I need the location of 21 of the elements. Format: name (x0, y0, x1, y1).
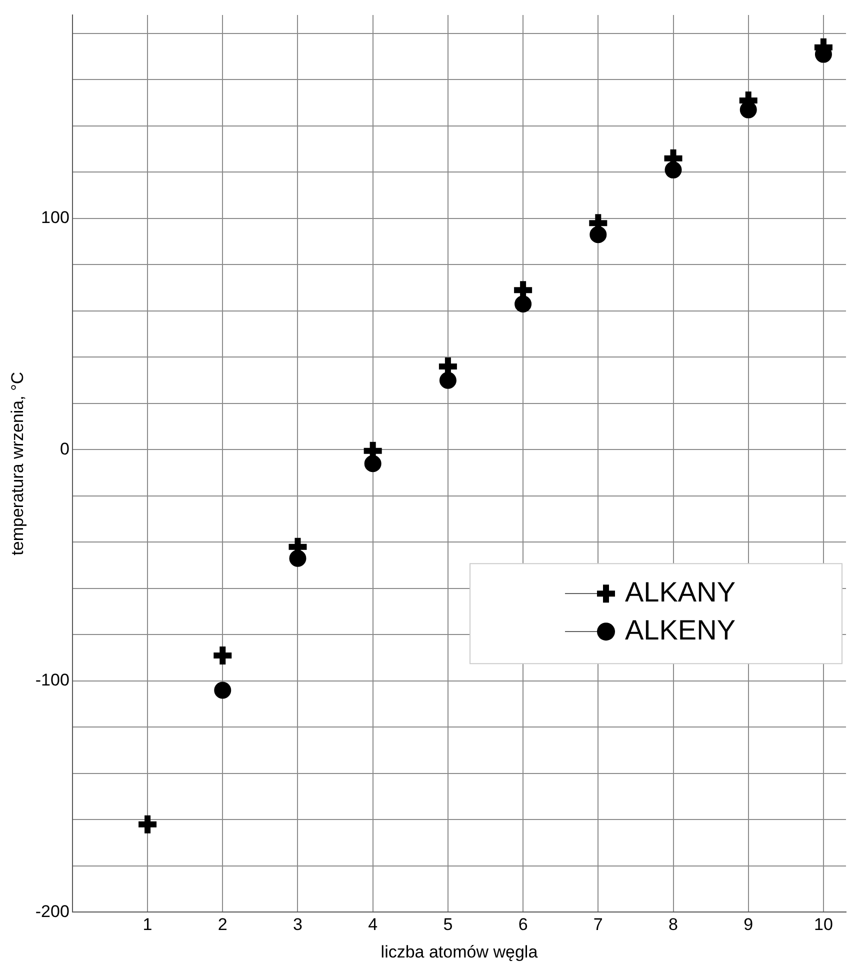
x-tick-label: 2 (218, 915, 228, 934)
point (214, 682, 232, 699)
y-tick-label: 0 (60, 439, 70, 458)
x-tick-label: 1 (142, 915, 152, 934)
x-tick-label: 9 (744, 915, 754, 934)
legend-label: ALKENY (625, 614, 736, 646)
x-tick-label: 7 (593, 915, 603, 934)
y-tick-label: -200 (35, 902, 70, 921)
y-axis-title: temperatura wrzenia, °C (8, 372, 27, 556)
x-tick-label: 4 (368, 915, 378, 934)
point (514, 296, 532, 313)
legend-label: ALKANY (625, 576, 736, 608)
x-tick-label: 6 (518, 915, 528, 934)
x-tick-label: 3 (293, 915, 302, 934)
y-tick-label: -100 (35, 670, 70, 690)
x-axis-title: liczba atomów węgla (380, 942, 538, 962)
x-tick-label: 10 (814, 915, 833, 934)
x-tick-label: 5 (443, 915, 453, 934)
y-tick-label: 100 (41, 208, 70, 228)
x-tick-label: 8 (668, 915, 678, 934)
point (439, 372, 456, 389)
